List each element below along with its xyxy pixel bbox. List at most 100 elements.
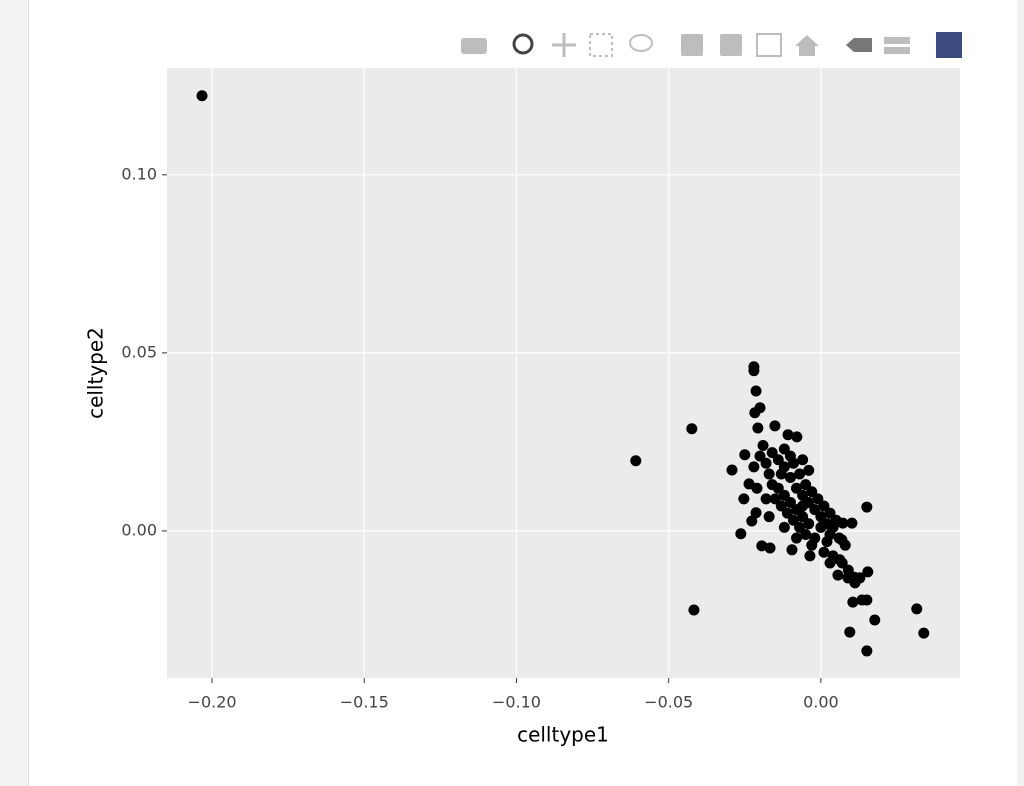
point xyxy=(911,603,923,615)
point xyxy=(800,479,812,491)
x-axis-title: celltype1 xyxy=(517,723,609,747)
point xyxy=(763,468,775,480)
point xyxy=(778,489,790,501)
hover-closest-icon[interactable] xyxy=(846,38,872,52)
point xyxy=(815,511,827,523)
point xyxy=(803,464,815,476)
x-tick-label: 0.00 xyxy=(803,693,839,712)
point xyxy=(752,422,764,434)
point xyxy=(630,455,642,467)
point xyxy=(809,532,821,544)
point xyxy=(748,365,760,377)
point xyxy=(739,449,751,461)
box-select-icon[interactable] xyxy=(589,33,613,57)
point xyxy=(797,489,809,501)
point xyxy=(786,544,798,556)
point xyxy=(794,468,806,480)
point xyxy=(778,521,790,533)
point xyxy=(833,532,845,544)
x-tick-label: −0.10 xyxy=(492,693,541,712)
point xyxy=(848,571,860,583)
y-axis-title: celltype2 xyxy=(84,327,108,419)
point xyxy=(818,500,830,512)
point xyxy=(818,546,830,558)
zoom-icon[interactable] xyxy=(512,33,534,55)
x-tick-label: −0.15 xyxy=(340,693,389,712)
point xyxy=(861,645,873,657)
plot-background xyxy=(167,68,960,678)
point xyxy=(797,500,809,512)
point xyxy=(756,540,768,552)
point xyxy=(797,454,809,466)
point xyxy=(918,627,930,639)
autoscale-icon[interactable] xyxy=(756,33,782,57)
point xyxy=(746,515,758,527)
point xyxy=(784,450,796,462)
lasso-icon[interactable] xyxy=(629,34,653,52)
x-tick-label: −0.05 xyxy=(644,693,693,712)
point xyxy=(836,557,848,569)
camera-icon[interactable] xyxy=(461,38,487,54)
point xyxy=(778,443,790,455)
zoom-out-icon[interactable] xyxy=(720,34,742,56)
point xyxy=(757,439,769,451)
point xyxy=(844,626,856,638)
point xyxy=(775,500,787,512)
point xyxy=(827,550,839,562)
point xyxy=(748,461,760,473)
point xyxy=(769,493,781,505)
point xyxy=(869,614,881,626)
point xyxy=(784,472,796,484)
point xyxy=(751,482,763,494)
point xyxy=(832,569,844,581)
point xyxy=(782,429,794,441)
y-tick-label: 0.00 xyxy=(121,520,157,539)
point xyxy=(738,493,750,505)
point xyxy=(830,514,842,526)
plotly-logo[interactable] xyxy=(936,32,962,58)
point xyxy=(784,496,796,508)
point xyxy=(196,90,208,102)
point xyxy=(791,431,803,443)
point xyxy=(842,564,854,576)
modebar xyxy=(461,32,962,58)
point xyxy=(806,486,818,498)
point xyxy=(686,423,698,435)
point xyxy=(766,447,778,459)
point xyxy=(760,457,772,469)
point xyxy=(824,507,836,519)
point xyxy=(760,493,772,505)
pan-icon[interactable] xyxy=(552,33,576,57)
hover-compare-icon[interactable] xyxy=(884,37,910,54)
point xyxy=(862,566,874,578)
point xyxy=(804,550,816,562)
point xyxy=(861,501,873,513)
point xyxy=(766,479,778,491)
point xyxy=(815,521,827,533)
point xyxy=(791,532,803,544)
point xyxy=(735,528,747,540)
point xyxy=(846,517,858,529)
point xyxy=(803,518,815,530)
point xyxy=(797,511,809,523)
point xyxy=(809,504,821,516)
point xyxy=(800,528,812,540)
point xyxy=(726,464,738,476)
zoom-in-icon[interactable] xyxy=(681,34,703,56)
point xyxy=(812,493,824,505)
point xyxy=(764,542,776,554)
point xyxy=(861,594,873,606)
point xyxy=(847,596,859,608)
point xyxy=(750,507,762,519)
reset-icon[interactable] xyxy=(795,35,819,56)
y-tick-label: 0.05 xyxy=(121,342,157,361)
point xyxy=(763,511,775,523)
point xyxy=(769,420,781,432)
point xyxy=(754,450,766,462)
point xyxy=(688,604,700,616)
y-tick-label: 0.10 xyxy=(121,164,157,183)
point xyxy=(772,454,784,466)
x-tick-label: −0.20 xyxy=(188,693,237,712)
